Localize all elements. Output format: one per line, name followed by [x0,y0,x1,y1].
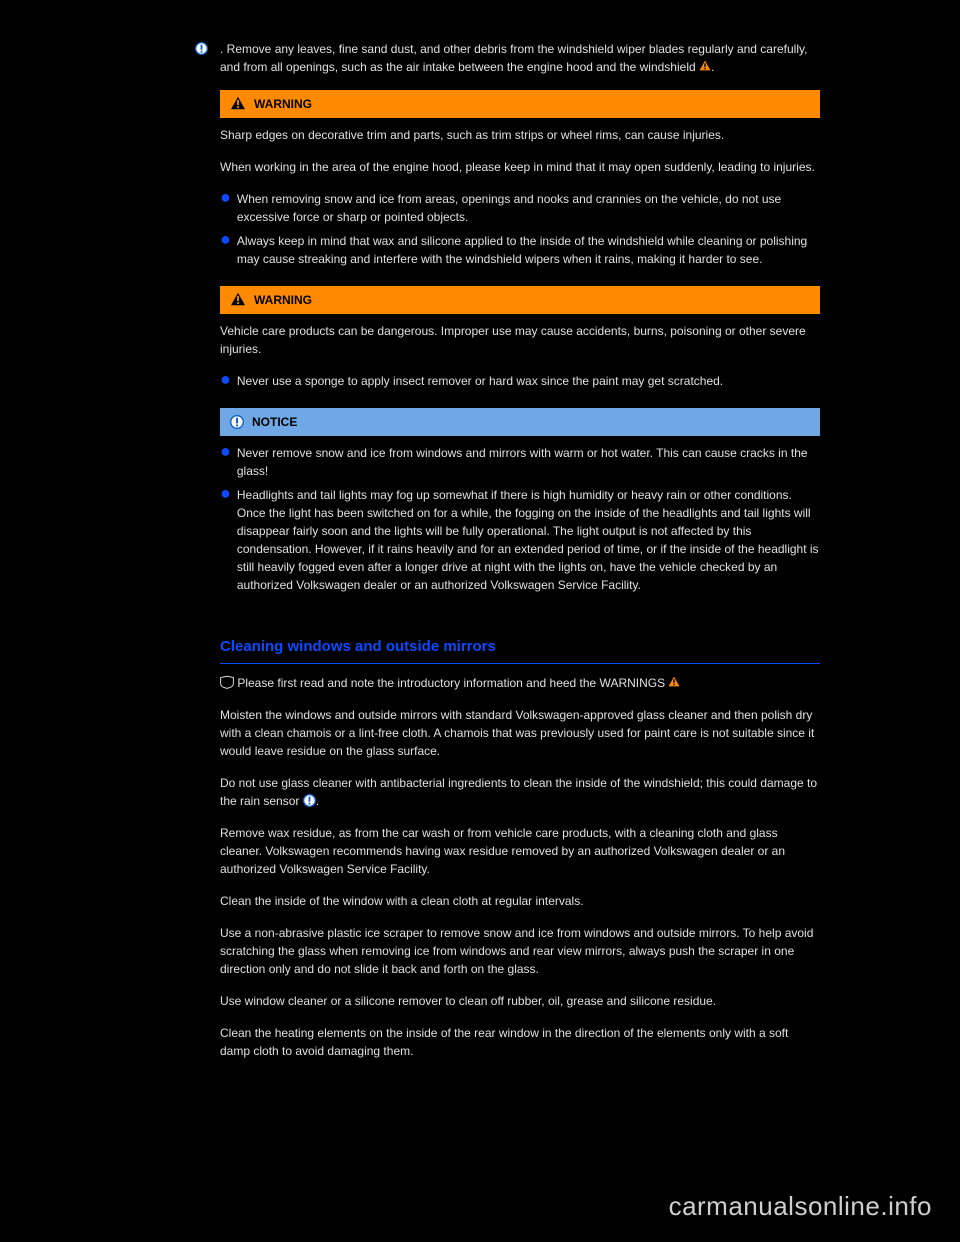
list-item: ● Never use a sponge to apply insect remo… [220,372,820,390]
bullet-text: Headlights and tail lights may fog up so… [237,486,820,594]
notice-icon [303,794,316,808]
text-fragment: Remove any leaves, fine sand dust, and o… [220,42,807,74]
bullet-icon: ● [220,232,231,268]
document-page: . Remove any leaves, fine sand dust, and… [0,0,960,1060]
section-heading: Cleaning windows and outside mirrors [220,612,820,664]
text-fragment: . [711,60,714,74]
warning-body: Vehicle care products can be dangerous. … [220,314,820,398]
list-item: ●Headlights and tail lights may fog up s… [220,486,820,594]
bullet-text: Never use a sponge to apply insect remov… [237,372,820,390]
list-item: ●Always keep in mind that wax and silico… [220,232,820,268]
notice-body: ●Never remove snow and ice from windows … [220,436,820,602]
warning-text: When working in the area of the engine h… [220,158,820,176]
body-paragraph: Clean the heating elements on the inside… [220,1024,820,1060]
warning-text: Sharp edges on decorative trim and parts… [220,126,820,144]
bullet-list: ●When removing snow and ice from areas, … [220,190,820,268]
warning-callout-1: WARNING Sharp edges on decorative trim a… [220,90,820,276]
warning-label: WARNING [254,95,312,113]
text-fragment: Please first read and note the introduct… [234,676,668,690]
warning-triangle-icon [230,291,254,309]
warning-header: WARNING [220,286,820,314]
list-item: ●When removing snow and ice from areas, … [220,190,820,226]
warning-callout-2: WARNING Vehicle care products can be dan… [220,286,820,398]
notice-icon [195,40,208,58]
bullet-text: When removing snow and ice from areas, o… [237,190,820,226]
watermark: carmanualsonline.info [669,1191,932,1222]
body-paragraph: Clean the inside of the window with a cl… [220,892,820,910]
body-paragraph: Moisten the windows and outside mirrors … [220,706,820,760]
body-paragraph: Remove wax residue, as from the car wash… [220,824,820,878]
list-item: ●Never remove snow and ice from windows … [220,444,820,480]
warning-label: WARNING [254,291,312,309]
text-fragment: . [316,794,319,808]
notice-icon [230,413,252,431]
body-paragraph: Do not use glass cleaner with antibacter… [220,774,820,810]
warning-body: Sharp edges on decorative trim and parts… [220,118,820,276]
intro-paragraph: . Remove any leaves, fine sand dust, and… [220,40,820,76]
body-paragraph: Use a non-abrasive plastic ice scraper t… [220,924,820,978]
bullet-icon: ● [220,372,231,390]
bullet-icon: ● [220,444,231,480]
info-icon [220,676,234,690]
bullet-icon: ● [220,190,231,226]
notice-header: NOTICE [220,408,820,436]
notice-label: NOTICE [252,413,297,431]
warning-triangle-icon [668,676,680,690]
warning-triangle-icon [230,95,254,113]
bullet-text: Never remove snow and ice from windows a… [237,444,820,480]
body-paragraph: Use window cleaner or a silicone remover… [220,992,820,1010]
bullet-icon: ● [220,486,231,594]
text-fragment: . [220,42,227,56]
warning-text: Vehicle care products can be dangerous. … [220,322,820,358]
warning-triangle-icon [699,60,711,74]
bullet-list: ●Never remove snow and ice from windows … [220,444,820,594]
warning-header: WARNING [220,90,820,118]
section-intro: Please first read and note the introduct… [220,674,820,692]
bullet-list: ● Never use a sponge to apply insect remo… [220,372,820,390]
notice-callout: NOTICE ●Never remove snow and ice from w… [220,408,820,602]
bullet-text: Always keep in mind that wax and silicon… [237,232,820,268]
